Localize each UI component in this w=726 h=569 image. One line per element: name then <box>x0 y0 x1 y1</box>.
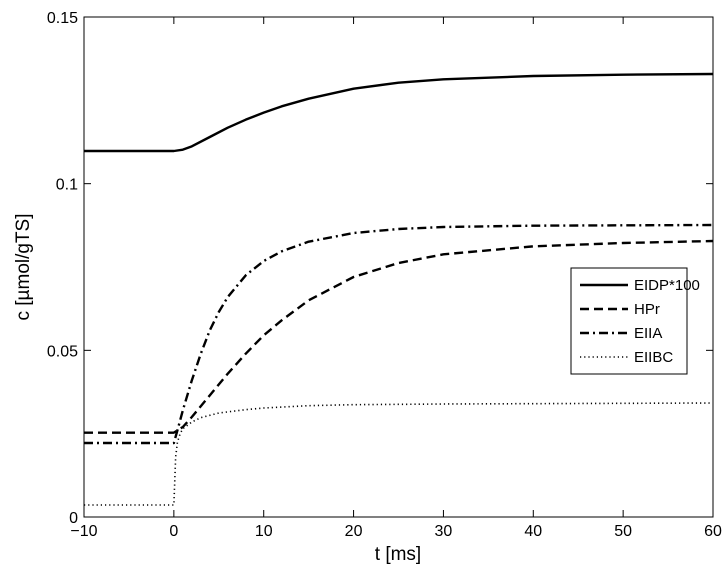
x-tick-label: 60 <box>704 523 722 540</box>
series-line-eiia <box>84 223 714 445</box>
series-line-eidp-100 <box>84 72 714 153</box>
y-axis-label: c [µmol/gTS] <box>13 213 34 320</box>
y-tick-label: 0.15 <box>47 10 78 27</box>
legend-item: HPr <box>580 301 660 318</box>
y-tick-label: 0.1 <box>56 177 78 194</box>
legend: EIDP*100 HPr EIIA EIIBC <box>570 267 700 375</box>
x-tick-label: 40 <box>524 523 542 540</box>
series-line-hpr <box>84 239 714 434</box>
x-tick-label: 20 <box>345 523 363 540</box>
series-line-eiibc <box>84 402 714 506</box>
x-tick-label: 10 <box>255 523 273 540</box>
x-tick-label: −10 <box>70 523 97 540</box>
legend-item: EIDP*100 <box>580 277 700 294</box>
x-tick-label: 30 <box>435 523 453 540</box>
legend-label: EIDP*100 <box>634 277 700 294</box>
x-tick-label: 0 <box>169 523 178 540</box>
legend-item: EIIA <box>580 325 662 342</box>
legend-label: HPr <box>634 301 660 318</box>
plot-area <box>83 16 714 518</box>
y-tick-label: 0.05 <box>47 343 78 360</box>
legend-label: EIIA <box>634 325 662 342</box>
x-axis-label: t [ms] <box>375 544 421 565</box>
x-tick-label: 50 <box>614 523 632 540</box>
y-tick-label: 0 <box>69 510 78 527</box>
legend-label: EIIBC <box>634 349 673 366</box>
series-layer <box>84 72 714 506</box>
legend-item: EIIBC <box>580 349 673 366</box>
